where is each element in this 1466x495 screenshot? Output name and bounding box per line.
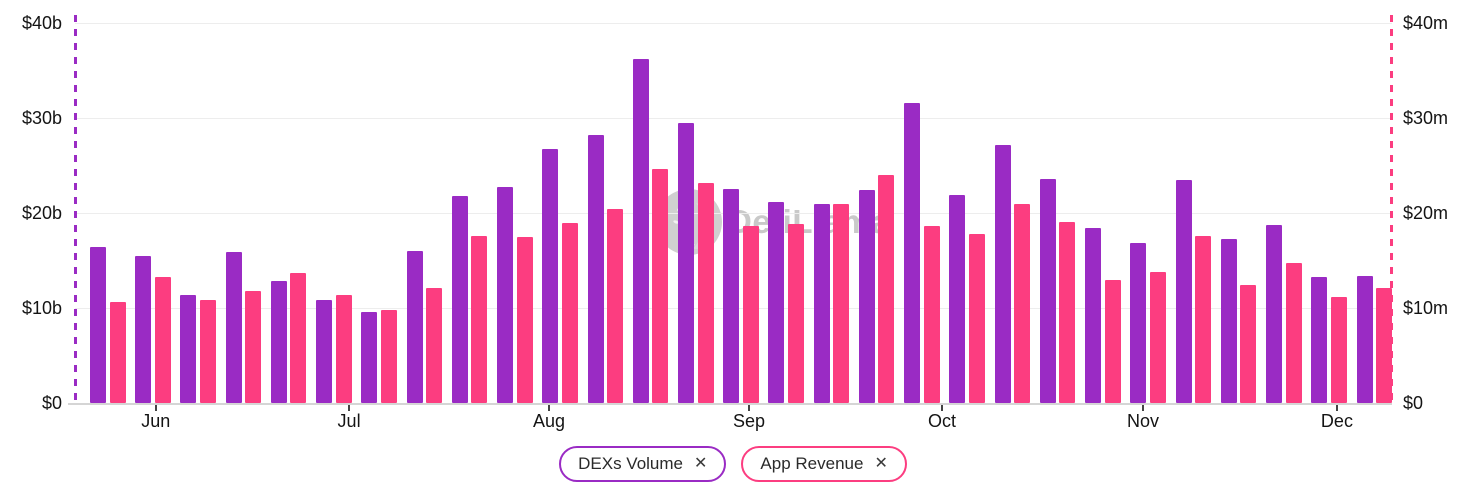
bar-dexs-volume[interactable] xyxy=(270,281,287,403)
bar-app-revenue[interactable] xyxy=(245,290,262,403)
bar-app-revenue[interactable] xyxy=(335,294,352,403)
bar-dexs-volume[interactable] xyxy=(542,149,559,403)
bar-dexs-volume[interactable] xyxy=(90,247,106,403)
bar-dexs-volume[interactable] xyxy=(1220,238,1237,403)
bar-app-revenue[interactable] xyxy=(1059,221,1076,403)
left-axis-indicator-line xyxy=(74,15,77,404)
bar-app-revenue[interactable] xyxy=(923,226,940,403)
x-tick-label: Jul xyxy=(337,411,361,431)
x-tick xyxy=(1335,405,1338,411)
legend-pill-app-revenue[interactable]: App Revenue ✕ xyxy=(741,446,907,482)
right-axis-indicator-line xyxy=(1390,15,1393,404)
y-axis-left: $40b $30b $20b $10b $0 xyxy=(0,14,62,412)
bar-dexs-volume[interactable] xyxy=(1175,179,1192,403)
bar-app-revenue[interactable] xyxy=(380,309,397,403)
x-tick-label: Sep xyxy=(733,411,766,431)
bar-app-revenue[interactable] xyxy=(968,233,985,403)
x-tick-label: Nov xyxy=(1126,411,1159,431)
bar-app-revenue[interactable] xyxy=(199,300,216,403)
bar-dexs-volume[interactable] xyxy=(858,190,875,403)
bar-app-revenue[interactable] xyxy=(787,224,804,403)
y-axis-label-right: $40m xyxy=(1403,13,1449,33)
bar-dexs-volume[interactable] xyxy=(949,194,966,403)
bar-dexs-volume[interactable] xyxy=(180,294,197,403)
y-axis-right: $40m $30m $20m $10m $0 xyxy=(1403,14,1465,412)
bar-dexs-volume[interactable] xyxy=(723,189,740,403)
y-axis-label-left: $0 xyxy=(41,393,62,413)
y-axis-label-right: $20m xyxy=(1403,203,1449,223)
bar-app-revenue[interactable] xyxy=(1330,296,1347,403)
bar-dexs-volume[interactable] xyxy=(316,300,333,403)
bar-app-revenue[interactable] xyxy=(1285,263,1302,403)
x-tick xyxy=(940,405,943,411)
gridline xyxy=(75,118,1392,119)
bar-app-revenue[interactable] xyxy=(1014,203,1031,403)
bar-app-revenue[interactable] xyxy=(426,288,443,403)
bar-dexs-volume[interactable] xyxy=(813,203,830,403)
gridline xyxy=(75,23,1392,24)
bar-app-revenue[interactable] xyxy=(1195,235,1212,403)
bar-dexs-volume[interactable] xyxy=(904,102,921,403)
bar-app-revenue[interactable] xyxy=(742,226,759,403)
bar-app-revenue[interactable] xyxy=(833,203,850,403)
legend-pill-label: App Revenue xyxy=(760,454,864,473)
bar-app-revenue[interactable] xyxy=(561,223,578,403)
y-axis-label-right: $30m xyxy=(1403,108,1449,128)
bar-app-revenue[interactable] xyxy=(607,209,624,403)
bar-app-revenue[interactable] xyxy=(1149,271,1166,403)
bar-dexs-volume[interactable] xyxy=(994,144,1011,403)
legend: DEXs Volume ✕ App Revenue ✕ xyxy=(0,446,1466,482)
x-tick-label: Dec xyxy=(1320,411,1353,431)
y-axis-label-left: $40b xyxy=(21,13,62,33)
bar-dexs-volume[interactable] xyxy=(632,59,649,403)
x-tick-label: Aug xyxy=(532,411,565,431)
x-tick xyxy=(547,405,550,411)
bar-dexs-volume[interactable] xyxy=(1266,225,1283,403)
x-tick-label: Oct xyxy=(927,411,956,431)
y-axis-label-left: $20b xyxy=(21,203,62,223)
bar-dexs-volume[interactable] xyxy=(678,122,695,403)
bar-app-revenue[interactable] xyxy=(109,302,126,403)
plot-area: DefiLlama xyxy=(75,23,1392,403)
bar-app-revenue[interactable] xyxy=(516,236,533,403)
x-axis-baseline xyxy=(68,403,1392,405)
x-tick-label: Jun xyxy=(141,411,171,431)
bar-app-revenue[interactable] xyxy=(471,235,488,403)
bar-app-revenue[interactable] xyxy=(878,175,895,403)
bar-dexs-volume[interactable] xyxy=(135,255,152,403)
bar-dexs-volume[interactable] xyxy=(225,251,242,403)
bar-dexs-volume[interactable] xyxy=(1311,276,1328,403)
x-tick xyxy=(154,405,157,411)
legend-pill-dexs-volume[interactable]: DEXs Volume ✕ xyxy=(559,446,727,482)
y-axis-label-right: $0 xyxy=(1403,393,1424,413)
bar-app-revenue[interactable] xyxy=(1376,288,1392,403)
bar-dexs-volume[interactable] xyxy=(497,187,514,403)
y-axis-label-left: $30b xyxy=(21,108,62,128)
bar-dexs-volume[interactable] xyxy=(1130,243,1147,403)
y-axis-label-left: $10b xyxy=(21,298,62,318)
bar-dexs-volume[interactable] xyxy=(1356,275,1373,403)
bar-dexs-volume[interactable] xyxy=(1039,178,1056,403)
bar-app-revenue[interactable] xyxy=(154,276,171,403)
x-tick xyxy=(748,405,751,411)
close-icon[interactable]: ✕ xyxy=(874,455,888,472)
bar-app-revenue[interactable] xyxy=(1104,280,1121,403)
y-axis-label-right: $10m xyxy=(1403,298,1449,318)
bar-dexs-volume[interactable] xyxy=(361,311,378,403)
x-tick xyxy=(348,405,351,411)
bar-app-revenue[interactable] xyxy=(290,272,307,403)
bar-dexs-volume[interactable] xyxy=(406,251,423,403)
close-icon[interactable]: ✕ xyxy=(694,455,708,472)
bar-dexs-volume[interactable] xyxy=(768,201,785,403)
bar-app-revenue[interactable] xyxy=(1240,285,1257,403)
bar-dexs-volume[interactable] xyxy=(587,135,604,403)
bar-app-revenue[interactable] xyxy=(697,182,714,403)
bar-app-revenue[interactable] xyxy=(652,169,669,403)
bar-dexs-volume[interactable] xyxy=(451,195,468,403)
x-tick xyxy=(1141,405,1144,411)
bar-dexs-volume[interactable] xyxy=(1085,228,1102,403)
legend-pill-label: DEXs Volume xyxy=(578,454,684,473)
